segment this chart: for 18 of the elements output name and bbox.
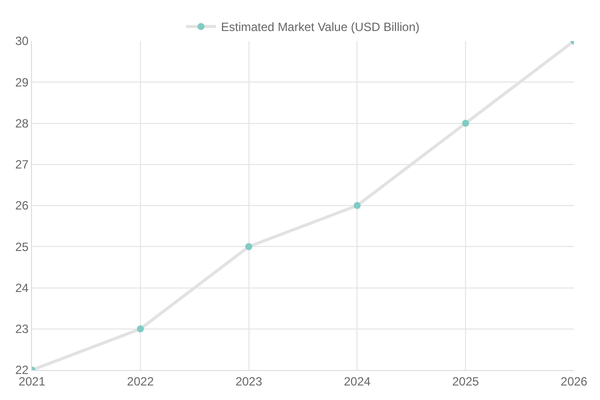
y-tick-label: 27 [15, 158, 29, 172]
x-tick-label: 2023 [235, 374, 262, 388]
y-tick-label: 26 [15, 198, 29, 213]
y-tick-label: 25 [15, 240, 29, 254]
x-tick-label: 2024 [344, 374, 371, 388]
point [462, 120, 470, 127]
x-tick-label: 2026 [560, 374, 588, 388]
point [245, 243, 252, 250]
y-tick-label: 24 [15, 280, 29, 295]
y-tick-label: 29 [15, 75, 29, 90]
legend-label: Estimated Market Value (USD Billion) [221, 20, 420, 34]
y-tick-label: 28 [15, 116, 29, 130]
y-tick-label: 30 [15, 34, 29, 48]
point [136, 325, 144, 332]
x-tick-label: 2025 [452, 374, 480, 388]
point [354, 202, 361, 209]
y-tick-label: 23 [15, 322, 29, 336]
x-tick-label: 2022 [127, 374, 154, 388]
